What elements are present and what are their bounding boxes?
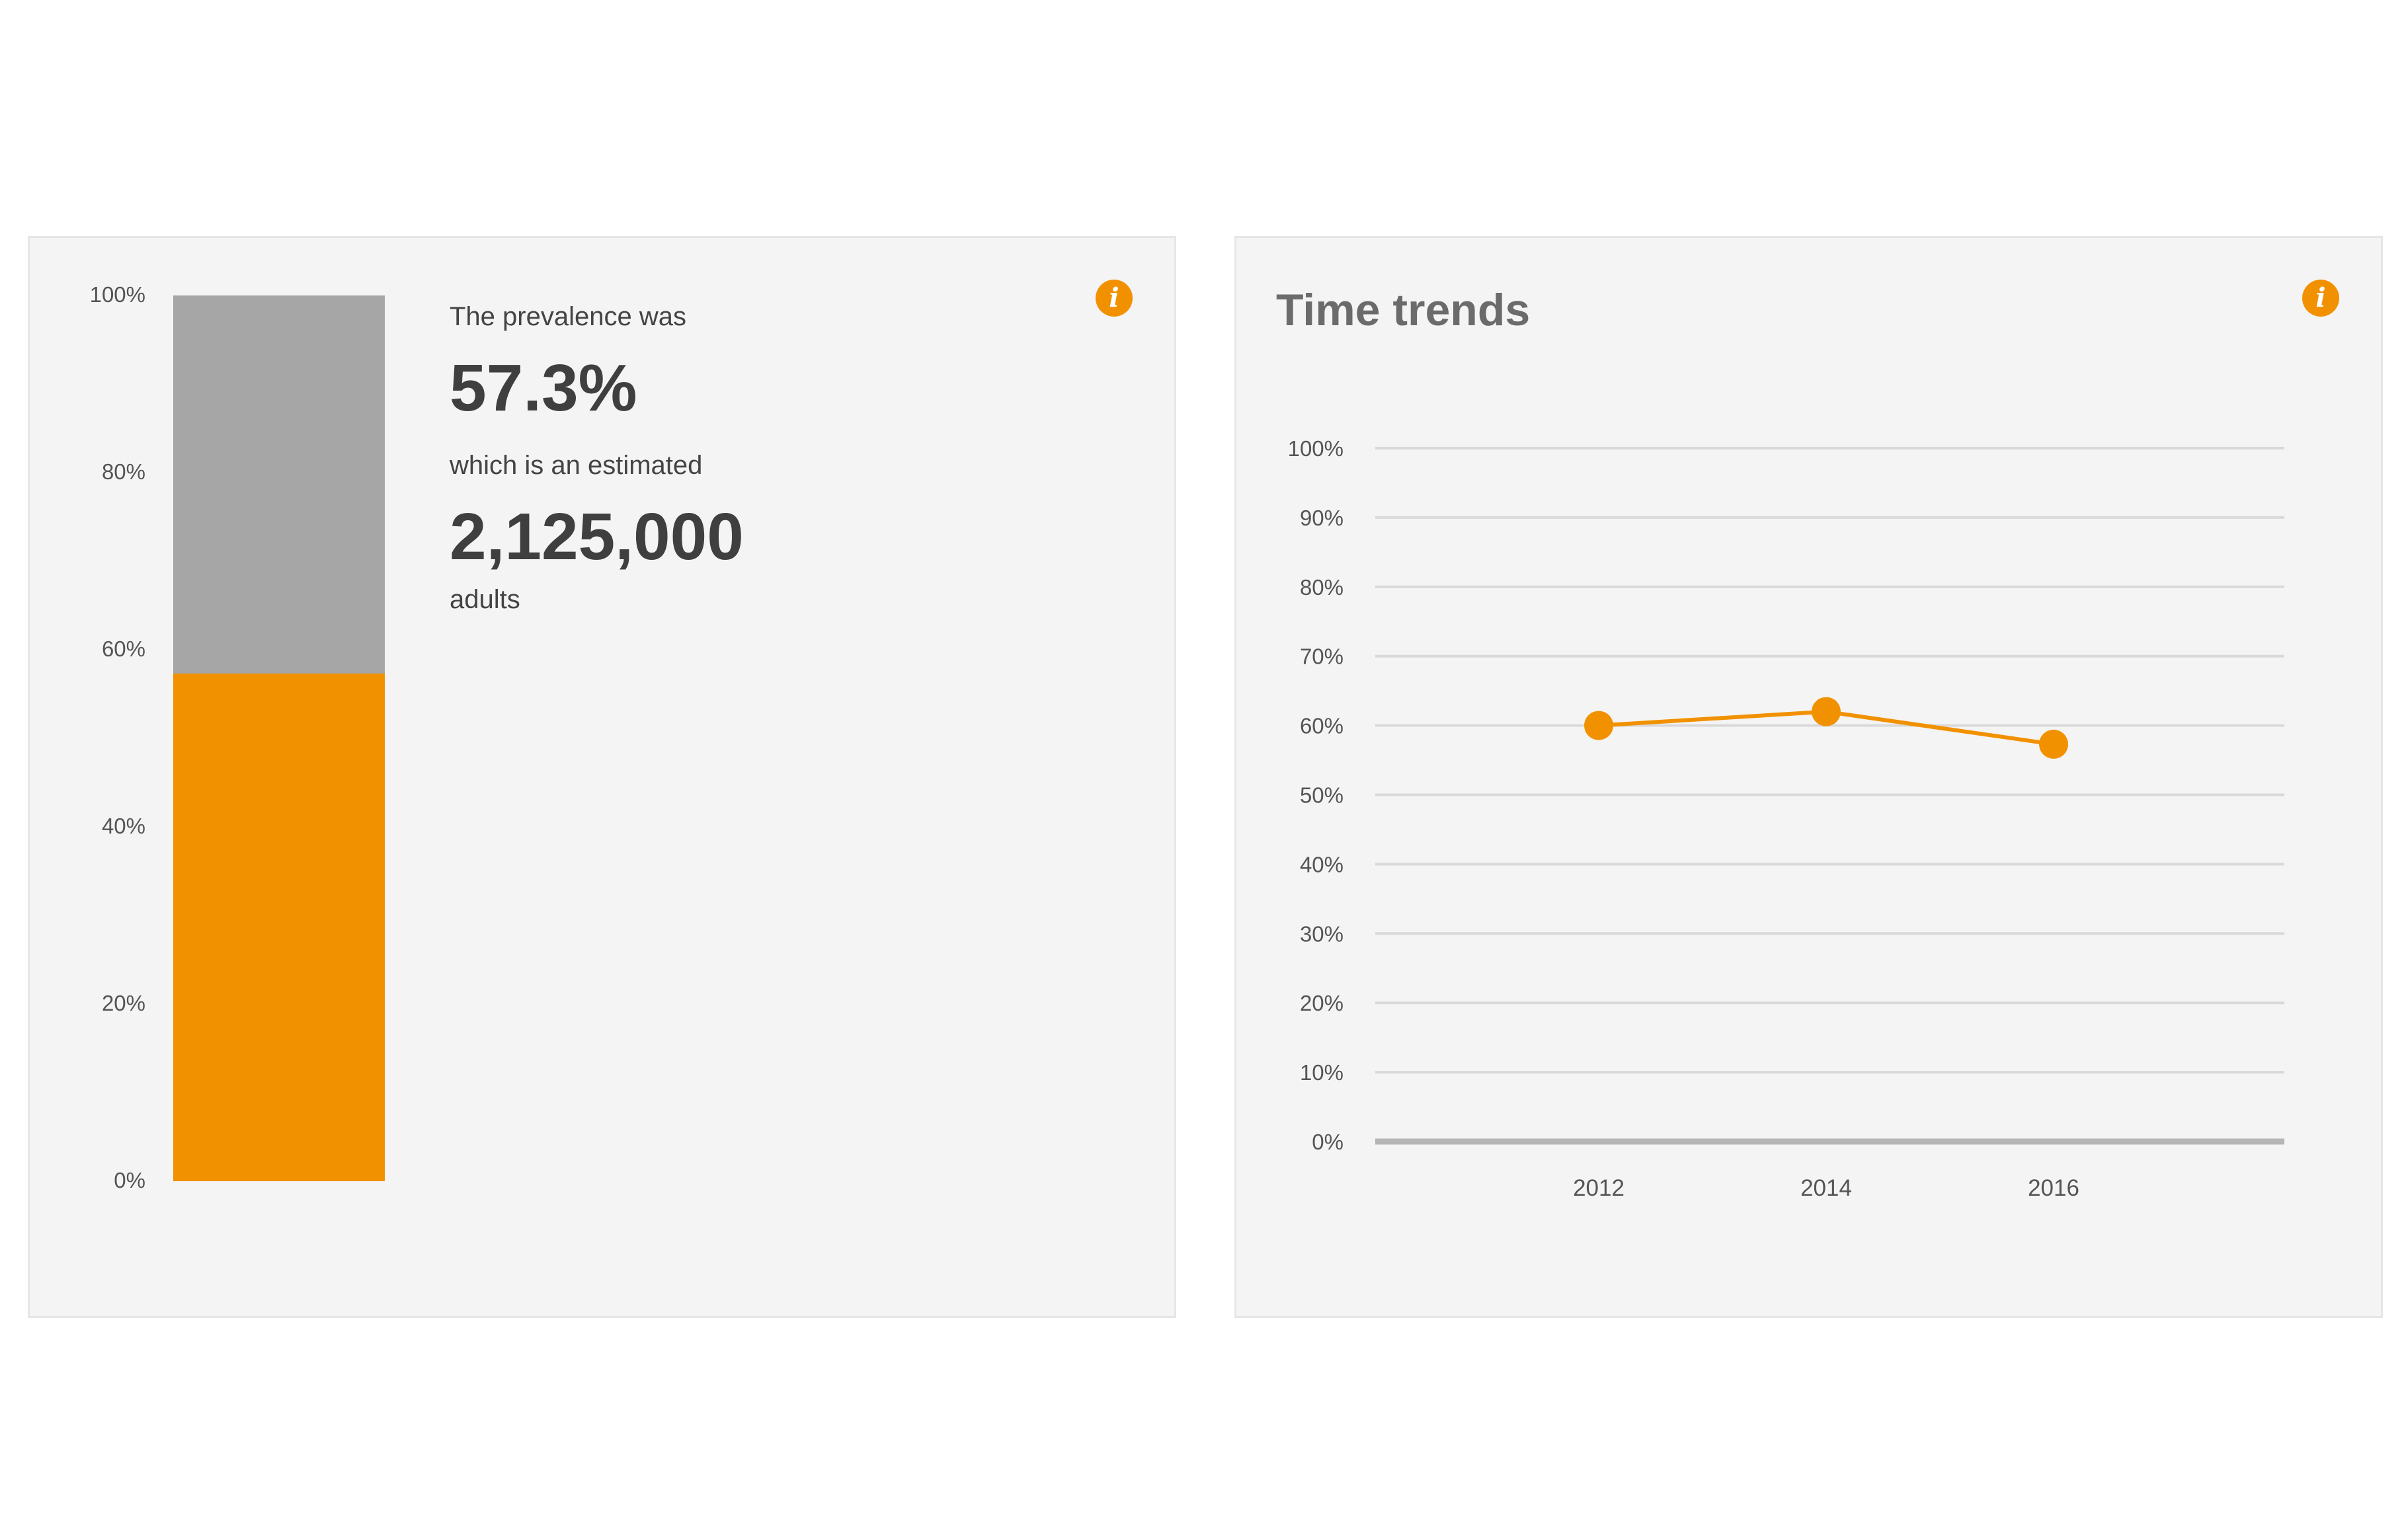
x-tick-label: 2014 (1800, 1175, 1852, 1201)
info-icon[interactable]: i (1096, 280, 1133, 317)
bar-segment-value (173, 674, 385, 1181)
prevalence-panel: 0% 20% 40% 60% 80% 100% The prevalence was 57… (28, 236, 1176, 1318)
data-point (2039, 729, 2068, 759)
estimate-text: which is an estimated (450, 451, 703, 480)
info-icon[interactable]: i (2302, 280, 2339, 317)
y-tick-label: 30% (1300, 921, 1344, 946)
y-tick-label: 0% (1312, 1130, 1344, 1154)
y-tick-label: 50% (1300, 783, 1344, 808)
y-tick-label: 80% (1300, 575, 1344, 600)
y-tick-label: 40% (1300, 852, 1344, 876)
prevalence-percent: 57.3% (450, 351, 637, 425)
y-tick-label: 40% (101, 814, 145, 838)
y-tick-label: 20% (1300, 991, 1344, 1015)
prevalence-intro: The prevalence was (450, 302, 686, 331)
y-tick-label: 100% (89, 282, 145, 307)
data-point (1812, 697, 1841, 726)
bar-segment-remainder (173, 295, 385, 674)
y-tick-label: 0% (114, 1168, 145, 1192)
y-tick-label: 10% (1300, 1060, 1344, 1085)
y-tick-label: 80% (101, 459, 145, 484)
y-tick-label: 20% (101, 991, 145, 1015)
y-tick-label: 100% (1288, 436, 1344, 461)
unit-text: adults (450, 585, 520, 614)
time-trends-chart: 0% 10% 20% 30% 40% 50% 60% 70% 80% 90% 100% 2012 201… (1288, 436, 2284, 1201)
y-tick-label: 60% (101, 637, 145, 661)
panel-title: Time trends (1276, 285, 1531, 335)
time-trends-panel: Time trends 0% 10% 20% 30% 40% 50% 60% 70% 80% 90… (1234, 236, 2383, 1318)
y-tick-label: 60% (1300, 714, 1344, 738)
y-tick-label: 70% (1300, 644, 1344, 669)
data-point (1584, 711, 1613, 740)
x-tick-label: 2016 (2028, 1175, 2079, 1201)
y-tick-label: 90% (1300, 506, 1344, 530)
x-tick-label: 2012 (1573, 1175, 1625, 1201)
adult-count: 2,125,000 (450, 500, 744, 574)
